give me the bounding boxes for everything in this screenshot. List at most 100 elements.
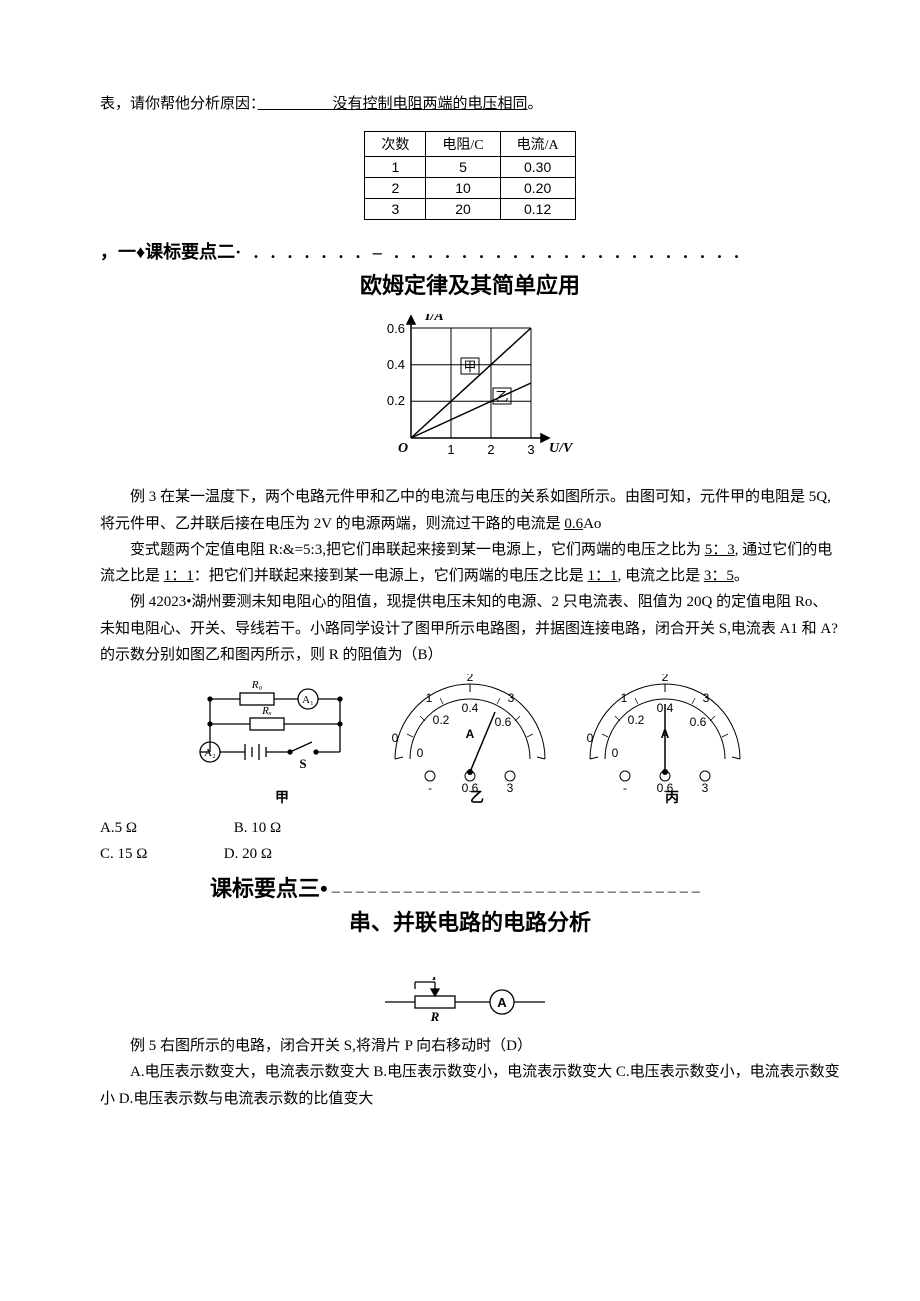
top-reason: 没有控制电阻两端的电压相同 bbox=[333, 96, 528, 112]
ex5-options: A.电压表示数变大，电流表示数变大 B.电压表示数变小，电流表示数变大 C.电压… bbox=[100, 1059, 840, 1112]
svg-text:A₂: A₂ bbox=[204, 747, 216, 759]
ex5-line1b: ） bbox=[517, 1038, 532, 1054]
svg-text:0: 0 bbox=[587, 731, 594, 745]
variant-ans2: 1：1 bbox=[164, 568, 194, 584]
series-label-jia: 甲 bbox=[463, 359, 476, 374]
caption-jia: 甲 bbox=[275, 790, 289, 806]
table-cell: 2 bbox=[365, 177, 426, 198]
data-table: 次数 电阻/C 电流/A 1 5 0.30 2 10 0.20 3 20 0.1… bbox=[364, 131, 575, 220]
ex3-lead: 例 3 在某一温度下，两个电路元件甲和乙中的电流与电压的关系如图所示。由图可知，… bbox=[100, 489, 831, 531]
option-c: C. 15 Ω bbox=[100, 842, 200, 868]
r-label: R bbox=[430, 1009, 440, 1024]
variant-text: 变式题两个定值电阻 R:&=5:3,把它们串联起来接到某一电源上，它们两端的电压… bbox=[130, 542, 705, 558]
table-row: 1 5 0.30 bbox=[365, 156, 575, 177]
ex4-answer: B bbox=[418, 647, 428, 663]
ex5-line1: 例 5 右图所示的电路，闭合开关 S,将滑片 P 向右移动时（ bbox=[130, 1038, 506, 1054]
svg-text:3: 3 bbox=[703, 691, 710, 705]
section3-title: 串、并联电路的电路分析 bbox=[100, 905, 840, 937]
x-tick: 3 bbox=[527, 442, 534, 457]
svg-text:0.2: 0.2 bbox=[433, 713, 450, 727]
section3-lead: 课标要点三• bbox=[210, 876, 328, 901]
svg-text:0.6: 0.6 bbox=[690, 715, 707, 729]
ex5-circuit-svg: P R A bbox=[380, 977, 560, 1027]
ex3-answer: 0.6 bbox=[564, 516, 583, 532]
svg-text:0: 0 bbox=[417, 746, 424, 760]
ex4-text-b: ） bbox=[428, 647, 443, 663]
option-d: D. 20 Ω bbox=[224, 842, 324, 868]
table-cell: 3 bbox=[365, 198, 426, 219]
svg-text:R₀: R₀ bbox=[251, 679, 263, 691]
variant-ans1: 5：3 bbox=[705, 542, 735, 558]
svg-text:0.2: 0.2 bbox=[628, 713, 645, 727]
svg-text:-: - bbox=[623, 781, 627, 795]
ex3-tail: Ao bbox=[583, 516, 601, 532]
caption-yi: 乙 bbox=[470, 790, 484, 806]
variant-text: 。 bbox=[734, 568, 749, 584]
caption-bing: 丙 bbox=[665, 790, 679, 806]
table-cell: 0.20 bbox=[500, 177, 575, 198]
svg-text:2: 2 bbox=[662, 674, 669, 684]
p-label: P bbox=[432, 977, 440, 983]
table-row: 3 20 0.12 bbox=[365, 198, 575, 219]
y-tick: 0.6 bbox=[387, 321, 405, 336]
section2-header: ，一♦课标要点二· . . . . . . . – . . . . . . . … bbox=[100, 238, 840, 267]
variant-text: ：把它们并联起来接到某一电源上，它们两端的电压之比是 bbox=[194, 568, 588, 584]
top-gap bbox=[258, 96, 333, 112]
option-b: B. 10 Ω bbox=[234, 816, 334, 842]
option-a: A.5 Ω bbox=[100, 816, 200, 842]
series-label-yi: 乙 bbox=[495, 389, 508, 404]
variant-text: , 电流之比是 bbox=[618, 568, 704, 584]
svg-text:3: 3 bbox=[507, 781, 514, 795]
x-tick: 2 bbox=[487, 442, 494, 457]
table-cell: 0.30 bbox=[500, 156, 575, 177]
section2-dots: · . . . . . . . – . . . . . . . . . . . … bbox=[235, 242, 743, 262]
svg-text:0: 0 bbox=[612, 746, 619, 760]
section3-dashes: – – – – – – – – – – – – – – – – – – – – … bbox=[328, 883, 700, 900]
ex4-figures-svg: A₁ R₀ Rₓ A₂ bbox=[180, 674, 760, 814]
section2-title: 欧姆定律及其简单应用 bbox=[100, 268, 840, 300]
svg-text:0.4: 0.4 bbox=[462, 701, 479, 715]
table-cell: 0.12 bbox=[500, 198, 575, 219]
table-header: 电阻/C bbox=[426, 131, 500, 156]
origin-label: O bbox=[398, 441, 408, 456]
x-axis-label: U/V bbox=[549, 441, 574, 456]
svg-text:0: 0 bbox=[392, 731, 399, 745]
ex5-circuit: P R A bbox=[100, 977, 840, 1027]
table-cell: 10 bbox=[426, 177, 500, 198]
svg-text:2: 2 bbox=[467, 674, 474, 684]
svg-text:A₁: A₁ bbox=[302, 694, 314, 706]
y-axis-label: I/A bbox=[424, 314, 444, 324]
ex5-answer: D bbox=[506, 1038, 517, 1054]
svg-text:3: 3 bbox=[702, 781, 709, 795]
variant-ans3: 1：1 bbox=[588, 568, 618, 584]
top-prefix: 表，请你帮他分析原因： bbox=[100, 96, 258, 112]
svg-text:1: 1 bbox=[621, 691, 628, 705]
ex4-options: A.5 Ω B. 10 Ω C. 15 Ω D. 20 Ω bbox=[100, 816, 840, 867]
svg-text:Rₓ: Rₓ bbox=[261, 705, 272, 717]
top-suffix: 。 bbox=[528, 96, 543, 112]
svg-text:1: 1 bbox=[426, 691, 433, 705]
iu-chart-svg: 甲 乙 1 2 3 0.2 0.4 0.6 O I/A U/V bbox=[365, 314, 575, 474]
table-cell: 20 bbox=[426, 198, 500, 219]
svg-text:S: S bbox=[299, 756, 306, 771]
a-label: A bbox=[497, 995, 507, 1010]
table-header: 电流/A bbox=[500, 131, 575, 156]
svg-text:0.6: 0.6 bbox=[495, 715, 512, 729]
svg-text:A: A bbox=[466, 727, 475, 741]
example-4: 例 42023•湖州要测未知电阻心的阻值，现提供电压未知的电源、2 只电流表、阻… bbox=[100, 589, 840, 668]
variant-problem: 变式题两个定值电阻 R:&=5:3,把它们串联起来接到某一电源上，它们两端的电压… bbox=[100, 537, 840, 590]
table-cell: 5 bbox=[426, 156, 500, 177]
ex4-figures: A₁ R₀ Rₓ A₂ bbox=[100, 674, 840, 814]
table-header: 次数 bbox=[365, 131, 426, 156]
y-tick: 0.4 bbox=[387, 357, 405, 372]
top-line: 表，请你帮他分析原因： 没有控制电阻两端的电压相同。 bbox=[100, 90, 840, 119]
svg-text:-: - bbox=[428, 781, 432, 795]
x-tick: 1 bbox=[447, 442, 454, 457]
example-5: 例 5 右图所示的电路，闭合开关 S,将滑片 P 向右移动时（D） bbox=[100, 1033, 840, 1059]
svg-text:3: 3 bbox=[508, 691, 515, 705]
iu-chart: 甲 乙 1 2 3 0.2 0.4 0.6 O I/A U/V bbox=[100, 314, 840, 474]
page: 表，请你帮他分析原因： 没有控制电阻两端的电压相同。 次数 电阻/C 电流/A … bbox=[0, 0, 920, 1172]
variant-ans4: 3：5 bbox=[704, 568, 734, 584]
section3-header: 课标要点三• – – – – – – – – – – – – – – – – –… bbox=[210, 871, 840, 903]
section2-lead: ，一♦课标要点二 bbox=[100, 242, 235, 262]
